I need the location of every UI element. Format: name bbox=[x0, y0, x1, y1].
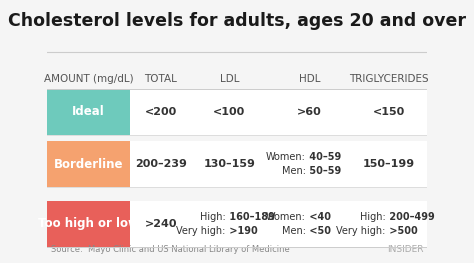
Text: 50–59: 50–59 bbox=[306, 166, 341, 176]
Text: High:: High: bbox=[360, 212, 385, 222]
Text: Ideal: Ideal bbox=[72, 105, 105, 119]
Text: <50: <50 bbox=[306, 226, 331, 236]
FancyBboxPatch shape bbox=[267, 201, 351, 247]
Text: Men:: Men: bbox=[282, 226, 306, 236]
Text: LDL: LDL bbox=[219, 74, 239, 84]
FancyBboxPatch shape bbox=[267, 141, 351, 187]
Text: 200–499: 200–499 bbox=[386, 212, 435, 222]
FancyBboxPatch shape bbox=[47, 201, 130, 247]
Text: <150: <150 bbox=[373, 107, 405, 117]
Text: 200–239: 200–239 bbox=[135, 159, 187, 169]
Text: Women:: Women: bbox=[265, 152, 306, 162]
Text: 130–159: 130–159 bbox=[203, 159, 255, 169]
FancyBboxPatch shape bbox=[191, 141, 267, 187]
Text: AMOUNT (mg/dL): AMOUNT (mg/dL) bbox=[44, 74, 133, 84]
Text: Borderline: Borderline bbox=[54, 158, 123, 170]
Text: <200: <200 bbox=[145, 107, 177, 117]
Text: Source:  Mayo Clinic and US National Library of Medicine: Source: Mayo Clinic and US National Libr… bbox=[51, 245, 289, 254]
FancyBboxPatch shape bbox=[191, 201, 267, 247]
FancyBboxPatch shape bbox=[130, 141, 191, 187]
Text: Very high:: Very high: bbox=[176, 226, 226, 236]
Text: >240: >240 bbox=[145, 219, 177, 229]
FancyBboxPatch shape bbox=[130, 201, 191, 247]
FancyBboxPatch shape bbox=[191, 89, 267, 135]
Text: 160–189: 160–189 bbox=[227, 212, 275, 222]
Text: >500: >500 bbox=[386, 226, 418, 236]
Text: Too high or low: Too high or low bbox=[38, 218, 139, 230]
Text: >60: >60 bbox=[297, 107, 322, 117]
FancyBboxPatch shape bbox=[130, 89, 191, 135]
Text: Cholesterol levels for adults, ages 20 and over: Cholesterol levels for adults, ages 20 a… bbox=[8, 12, 466, 30]
Text: <40: <40 bbox=[306, 212, 331, 222]
Text: TOTAL: TOTAL bbox=[145, 74, 177, 84]
Text: High:: High: bbox=[200, 212, 226, 222]
FancyBboxPatch shape bbox=[47, 89, 130, 135]
Text: Women:: Women: bbox=[265, 212, 306, 222]
Text: 40–59: 40–59 bbox=[306, 152, 341, 162]
Text: >190: >190 bbox=[227, 226, 258, 236]
Text: INSIDER: INSIDER bbox=[387, 245, 423, 254]
FancyBboxPatch shape bbox=[351, 89, 427, 135]
FancyBboxPatch shape bbox=[47, 141, 130, 187]
FancyBboxPatch shape bbox=[267, 89, 351, 135]
FancyBboxPatch shape bbox=[351, 141, 427, 187]
FancyBboxPatch shape bbox=[47, 70, 427, 89]
FancyBboxPatch shape bbox=[351, 201, 427, 247]
Text: TRIGLYCERIDES: TRIGLYCERIDES bbox=[349, 74, 429, 84]
Text: HDL: HDL bbox=[299, 74, 320, 84]
Text: Very high:: Very high: bbox=[336, 226, 385, 236]
Text: Men:: Men: bbox=[282, 166, 306, 176]
Text: <100: <100 bbox=[213, 107, 246, 117]
Text: 150–199: 150–199 bbox=[363, 159, 415, 169]
